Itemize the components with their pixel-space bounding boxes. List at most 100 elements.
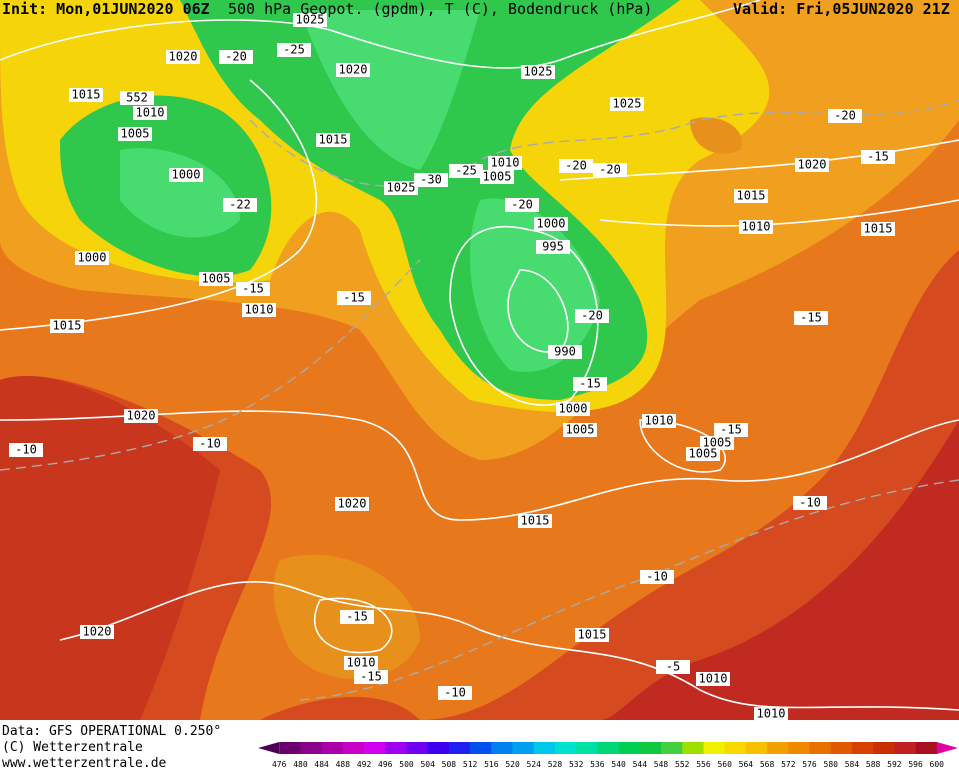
map-label-text: 1010 — [699, 672, 728, 686]
map-label: -15 — [354, 670, 388, 684]
map-label: -5 — [656, 660, 690, 674]
colorbar-cell — [597, 742, 619, 754]
map-label-text: -20 — [834, 109, 856, 123]
colorbar-tick-label: 500 — [399, 760, 414, 769]
map-label-bg — [242, 303, 276, 317]
map-label-bg — [336, 63, 370, 77]
map-label: -20 — [593, 163, 627, 177]
map-label: -20 — [219, 50, 253, 64]
colorbar-tick-label: 516 — [484, 760, 499, 769]
map-label: -15 — [861, 150, 895, 164]
map-label: 1010 — [642, 414, 676, 428]
map-label: -10 — [193, 437, 227, 451]
map-label-text: 1010 — [742, 220, 771, 234]
colorbar-tick-label: 540 — [611, 760, 626, 769]
map-label-text: 1015 — [53, 319, 82, 333]
map-label-text: -15 — [242, 282, 264, 296]
map-label-text: 1020 — [338, 497, 367, 511]
colorbar-tick-label: 560 — [717, 760, 732, 769]
map-label-text: 1005 — [703, 436, 732, 450]
map-label-text: -15 — [579, 377, 601, 391]
map-label-bg — [563, 423, 597, 437]
colorbar-tick-label: 492 — [357, 760, 372, 769]
colorbar-cell — [533, 742, 556, 754]
colorbar-cell — [661, 742, 683, 754]
map-label-bg — [316, 133, 350, 147]
colorbar-tick-label: 580 — [824, 760, 839, 769]
map-label-bg — [199, 272, 233, 286]
colorbar-tick-label: 556 — [696, 760, 711, 769]
colorbar-tick-label: 512 — [463, 760, 478, 769]
colorbar-tick-label: 528 — [548, 760, 563, 769]
colorbar-tick-label: 504 — [420, 760, 435, 769]
colorbar-tick-label: 564 — [739, 760, 754, 769]
map-label: -15 — [714, 423, 748, 437]
map-label: 1010 — [242, 303, 276, 317]
map-label-bg — [656, 660, 690, 674]
map-label-bg — [414, 173, 448, 187]
colorbar-cell — [894, 742, 916, 754]
map-label-bg — [640, 570, 674, 584]
map-label-text: 1010 — [491, 156, 520, 170]
colorbar-cell — [554, 742, 577, 754]
map-label-bg — [548, 345, 582, 359]
map-label: 1025 — [293, 13, 327, 27]
map-label-text: -15 — [346, 610, 368, 624]
colorbar-cell — [470, 742, 492, 754]
map-label: 1015 — [575, 628, 609, 642]
colorbar: 476 480 484 488 492 496 500 504 508 512 516 520 524 5… — [258, 742, 958, 769]
map-label-bg — [337, 291, 371, 305]
map-label: -15 — [573, 377, 607, 391]
map-label-bg — [686, 447, 720, 461]
map-label-text: 1005 — [689, 447, 718, 461]
map-label-text: -15 — [867, 150, 889, 164]
map-label: 1020 — [124, 409, 158, 423]
map-label-text: -15 — [343, 291, 365, 305]
valid-time: Valid: Fri,05JUN2020 21Z — [733, 0, 950, 18]
map-label: 1000 — [534, 217, 568, 231]
colorbar-cell — [809, 742, 832, 754]
map-label: -25 — [277, 43, 311, 57]
map-label-bg — [118, 127, 152, 141]
map-label: 1025 — [384, 181, 418, 195]
colorbar-cell — [427, 742, 450, 754]
map-label-bg — [700, 436, 734, 450]
map-label-text: 1020 — [127, 409, 156, 423]
map-label-bg — [449, 164, 483, 178]
map-label-bg — [714, 423, 748, 437]
colorbar-cell — [851, 742, 874, 754]
map-label: -20 — [505, 198, 539, 212]
map-label: 1015 — [69, 88, 103, 102]
colorbar-arrow — [936, 742, 958, 754]
map-label: 1020 — [335, 497, 369, 511]
map-label-text: 990 — [554, 345, 576, 359]
map-label-bg — [193, 437, 227, 451]
map-label-text: 1000 — [559, 402, 588, 416]
map-label: -20 — [828, 109, 862, 123]
map-label-bg — [335, 497, 369, 511]
map-label: 1015 — [50, 319, 84, 333]
map-label-text: -10 — [15, 443, 37, 457]
map-label-text: 1015 — [72, 88, 101, 102]
copyright: (C) Wetterzentrale — [2, 740, 143, 755]
map-label-text: 1005 — [121, 127, 150, 141]
map-label-text: 1000 — [172, 168, 201, 182]
map-label-text: -5 — [666, 660, 680, 674]
map-label-text: -22 — [229, 198, 251, 212]
map-label-text: 1010 — [757, 707, 786, 721]
colorbar-tick-label: 496 — [378, 760, 393, 769]
map-label-text: 1025 — [387, 181, 416, 195]
map-label-text: -10 — [444, 686, 466, 700]
map-label-text: 552 — [126, 91, 148, 105]
map-label-bg — [734, 189, 768, 203]
map-label-bg — [559, 159, 593, 173]
colorbar-tick-label: 584 — [845, 760, 860, 769]
colorbar-arrow — [258, 742, 280, 754]
map-label-bg — [536, 240, 570, 254]
map-label-text: -20 — [225, 50, 247, 64]
map-label-text: 1000 — [78, 251, 107, 265]
colorbar-cell — [512, 742, 535, 754]
map-label: 1005 — [700, 436, 734, 450]
colorbar-cell — [491, 742, 513, 754]
